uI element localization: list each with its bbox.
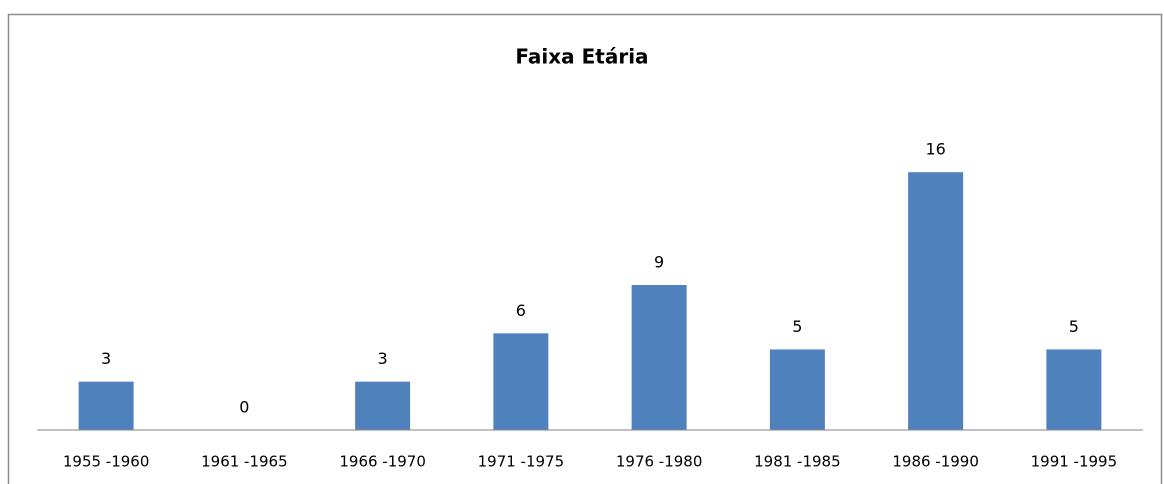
data-label: 6 [516,301,526,320]
bar [355,381,411,430]
data-label: 5 [1069,317,1079,336]
data-label: 16 [925,140,945,159]
data-label: 3 [378,349,388,368]
x-tick-label: 1981 -1985 [754,453,841,471]
bar [493,333,549,430]
bar [1046,349,1102,430]
chart-title: Faixa Etária [515,45,648,69]
x-tick-label: 1976 -1980 [616,453,703,471]
x-tick-label: 1991 -1995 [1031,453,1118,471]
data-label: 5 [792,317,802,336]
x-tick-label: 1966 -1970 [339,453,426,471]
bar [908,172,964,430]
x-tick-label: 1961 -1965 [201,453,288,471]
x-tick-label: 1955 -1960 [63,453,150,471]
x-tick-label: 1971 -1975 [478,453,565,471]
bar [631,285,687,430]
data-label: 0 [239,398,249,417]
bar [769,349,825,430]
chart-frame [7,13,1163,484]
x-tick-label: 1986 -1990 [892,453,979,471]
data-label: 9 [654,253,664,272]
bar [78,381,134,430]
data-label: 3 [101,349,111,368]
